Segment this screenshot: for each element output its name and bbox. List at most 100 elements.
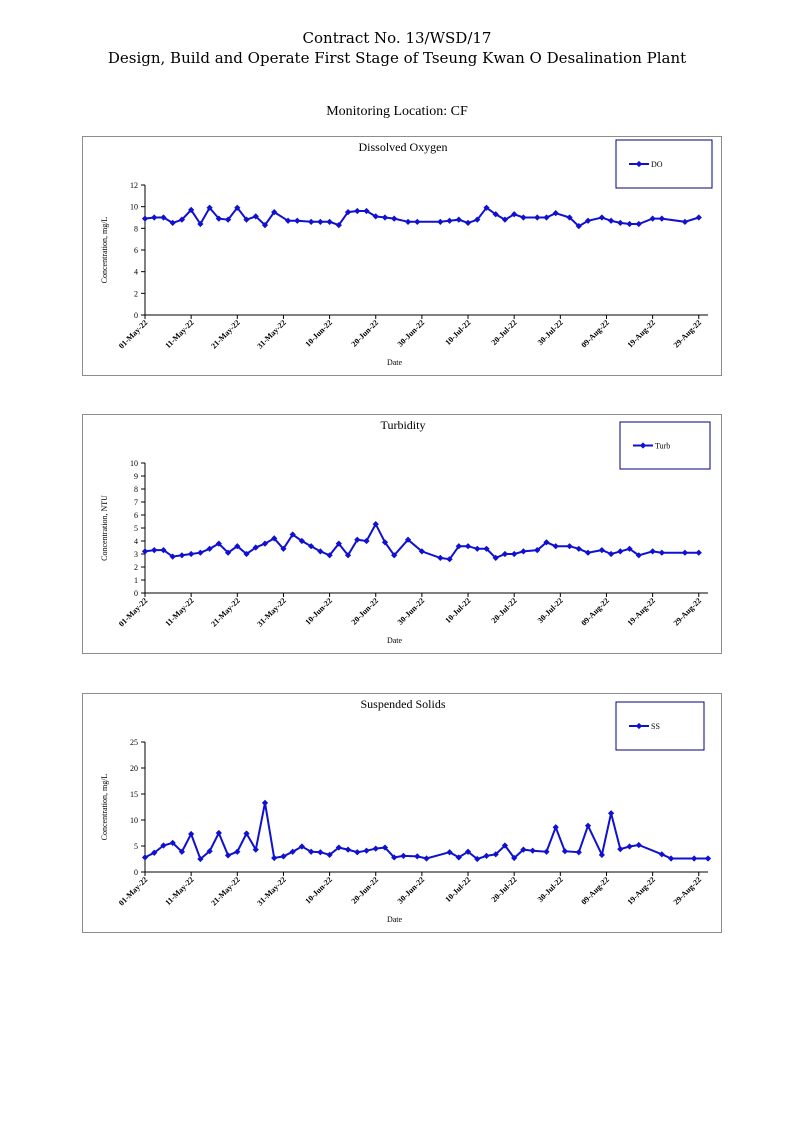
x-tick-label: 11-May-22 xyxy=(163,875,195,907)
data-point xyxy=(704,855,712,862)
data-point xyxy=(423,855,430,862)
data-point xyxy=(584,822,592,829)
data-point xyxy=(414,853,421,860)
data-point xyxy=(520,548,527,555)
data-point xyxy=(598,851,605,858)
data-point xyxy=(141,215,149,222)
chart-svg: Turbidity 0 1 2 3 4 5 6 7 8 9 10 01-May-22 11-May-22 2… xyxy=(100,418,711,645)
y-tick-label: 6 xyxy=(134,511,138,520)
y-tick-label: 20 xyxy=(130,764,138,773)
chart-title: Suspended Solids xyxy=(360,697,445,711)
data-point xyxy=(215,540,222,547)
data-point xyxy=(197,549,204,556)
data-point xyxy=(294,217,301,224)
y-tick-label: 4 xyxy=(134,268,138,277)
x-tick-label: 10-Jul-22 xyxy=(443,318,472,347)
y-tick-label: 10 xyxy=(130,816,138,825)
data-point xyxy=(317,548,324,555)
x-tick-label: 01-May-22 xyxy=(117,318,149,350)
data-point xyxy=(561,848,569,855)
data-point xyxy=(520,214,527,221)
data-point xyxy=(271,854,278,862)
suspended-solids-chart: Suspended Solids 0 5 10 15 20 25 01-May-22 11-Ma… xyxy=(82,693,722,933)
data-point xyxy=(284,217,292,224)
data-point xyxy=(308,218,315,225)
data-point xyxy=(188,206,195,214)
x-tick-label: 29-Aug-22 xyxy=(672,318,704,350)
y-axis-label: Concentration, mg/L xyxy=(100,217,109,284)
x-tick-label: 29-Aug-22 xyxy=(672,596,704,628)
x-tick-label: 30-Jun-22 xyxy=(396,596,427,627)
data-point xyxy=(617,548,624,555)
x-tick-label: 19-Aug-22 xyxy=(626,875,658,907)
x-tick-label: 19-Aug-22 xyxy=(626,596,658,628)
x-axis-label: Date xyxy=(387,636,403,645)
y-tick-label: 7 xyxy=(134,498,138,507)
data-point xyxy=(141,548,149,555)
data-point xyxy=(464,543,472,550)
x-tick-label: 20-Jul-22 xyxy=(490,596,519,625)
x-tick-label: 29-Aug-22 xyxy=(672,875,704,907)
data-point xyxy=(607,550,615,558)
data-point xyxy=(511,550,518,558)
data-point xyxy=(681,549,689,556)
data-point xyxy=(224,216,232,223)
data-point xyxy=(381,214,389,221)
data-point xyxy=(649,548,656,555)
x-tick-label: 30-Jun-22 xyxy=(396,318,427,349)
x-axis-label: Date xyxy=(387,915,403,924)
data-point xyxy=(160,214,167,221)
y-axis-label: Concentration, mg/L xyxy=(100,774,109,841)
data-point xyxy=(501,550,509,558)
data-point xyxy=(566,543,573,550)
monitoring-location: Monitoring Location: CF xyxy=(326,104,468,119)
data-point xyxy=(243,216,250,223)
data-point xyxy=(326,218,333,225)
data-point xyxy=(404,218,412,225)
data-point xyxy=(529,847,536,854)
x-tick-label: 01-May-22 xyxy=(117,875,149,907)
data-point xyxy=(658,215,665,222)
y-tick-label: 9 xyxy=(134,472,138,481)
y-tick-label: 15 xyxy=(130,790,138,799)
y-tick-label: 8 xyxy=(134,485,138,494)
data-point xyxy=(178,848,186,855)
project-title: Design, Build and Operate First Stage of… xyxy=(107,49,687,67)
x-tick-label: 21-May-22 xyxy=(209,875,241,907)
y-tick-label: 2 xyxy=(134,563,138,572)
x-tick-label: 11-May-22 xyxy=(163,596,195,628)
x-tick-label: 10-Jul-22 xyxy=(443,596,472,625)
data-point xyxy=(252,846,259,853)
data-point xyxy=(534,214,541,221)
chart-svg: Suspended Solids 0 5 10 15 20 25 01-May-22 11-Ma… xyxy=(100,697,712,924)
y-tick-label: 25 xyxy=(130,738,138,747)
data-point xyxy=(151,546,158,554)
data-point xyxy=(695,549,702,556)
y-tick-label: 5 xyxy=(134,842,138,851)
data-point xyxy=(575,849,582,856)
data-point xyxy=(626,843,633,850)
data-point xyxy=(617,846,624,853)
data-point xyxy=(667,855,675,862)
y-tick-label: 0 xyxy=(134,589,138,598)
x-tick-label: 10-Jun-22 xyxy=(303,596,334,627)
x-tick-label: 30-Jun-22 xyxy=(396,875,427,906)
data-point xyxy=(534,546,541,554)
data-point xyxy=(598,546,605,554)
y-tick-label: 5 xyxy=(134,524,138,533)
y-tick-label: 1 xyxy=(134,576,138,585)
data-point xyxy=(234,848,241,855)
data-point xyxy=(344,208,352,216)
chart-title: Turbidity xyxy=(381,418,426,432)
data-point xyxy=(169,219,176,227)
data-point xyxy=(437,554,444,562)
x-tick-label: 20-Jun-22 xyxy=(350,318,381,349)
data-point xyxy=(252,213,259,220)
legend-label: DO xyxy=(651,160,663,169)
y-tick-label: 6 xyxy=(134,246,138,255)
data-point xyxy=(188,550,195,558)
data-point xyxy=(178,216,186,223)
data-point xyxy=(681,218,689,225)
y-tick-label: 4 xyxy=(134,537,138,546)
data-point xyxy=(206,204,213,211)
